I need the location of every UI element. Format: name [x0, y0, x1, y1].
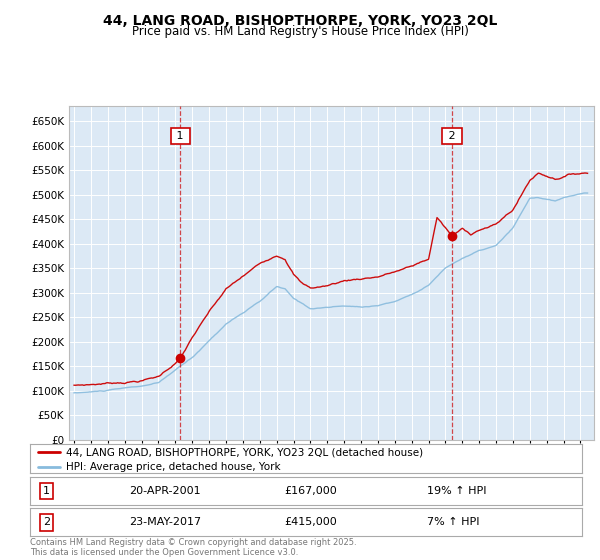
Text: 23-MAY-2017: 23-MAY-2017	[130, 517, 202, 528]
Text: 2: 2	[43, 517, 50, 528]
Text: 1: 1	[173, 131, 187, 141]
Text: 44, LANG ROAD, BISHOPTHORPE, YORK, YO23 2QL (detached house): 44, LANG ROAD, BISHOPTHORPE, YORK, YO23 …	[66, 447, 423, 457]
Text: Contains HM Land Registry data © Crown copyright and database right 2025.
This d: Contains HM Land Registry data © Crown c…	[30, 538, 356, 557]
Text: £167,000: £167,000	[284, 486, 337, 496]
Text: Price paid vs. HM Land Registry's House Price Index (HPI): Price paid vs. HM Land Registry's House …	[131, 25, 469, 38]
Text: HPI: Average price, detached house, York: HPI: Average price, detached house, York	[66, 462, 281, 472]
Text: 19% ↑ HPI: 19% ↑ HPI	[427, 486, 487, 496]
Text: 7% ↑ HPI: 7% ↑ HPI	[427, 517, 480, 528]
Text: 2: 2	[445, 131, 459, 141]
Text: 20-APR-2001: 20-APR-2001	[130, 486, 201, 496]
Text: 44, LANG ROAD, BISHOPTHORPE, YORK, YO23 2QL: 44, LANG ROAD, BISHOPTHORPE, YORK, YO23 …	[103, 14, 497, 28]
Text: £415,000: £415,000	[284, 517, 337, 528]
Text: 1: 1	[43, 486, 50, 496]
